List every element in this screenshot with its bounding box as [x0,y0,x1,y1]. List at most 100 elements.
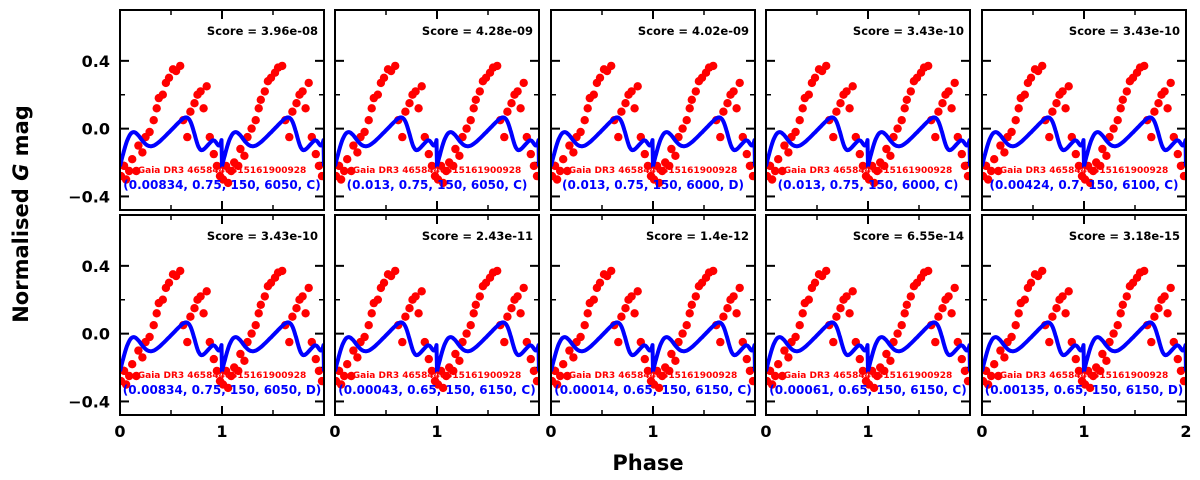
observed-point [1102,356,1111,365]
observed-point [1089,166,1098,176]
star-id-label: Gaia DR3 4658440315161900928 [1000,371,1169,381]
y-tick-label: 0.0 [82,325,110,344]
observed-point [1140,266,1149,276]
star-id-label: Gaia DR3 4658440315161900928 [784,166,953,176]
observed-point [314,366,323,376]
observed-point [630,309,639,318]
observed-point [455,151,464,160]
observed-point [719,312,728,321]
observed-point [1176,161,1185,171]
observed-point [963,376,969,386]
observed-point [1061,309,1070,318]
model-curve [336,115,538,169]
observed-point [503,107,512,116]
observed-point [247,124,256,133]
observed-point [1048,312,1057,321]
observed-point [640,354,649,364]
panel-3: Score = 4.02e-09 Gaia DR3 465844031516190… [550,9,756,211]
observed-point [742,354,751,364]
observed-point [798,309,807,318]
observed-point [934,107,943,116]
observed-point [121,380,131,389]
observed-point [236,144,245,154]
observed-point [196,87,205,96]
observed-point [1160,292,1169,301]
observed-point [950,78,959,88]
observed-point [254,309,263,318]
observed-point [128,155,137,164]
observed-point [845,104,854,113]
observed-point [340,371,349,381]
param-label: (0.00014, 0.65, 150, 6150, C) [554,383,751,397]
observed-point [311,149,320,159]
observed-point [858,161,868,171]
observed-point [886,356,895,365]
observed-point [934,312,943,321]
observed-point [401,107,410,116]
observed-point [417,287,426,296]
observed-point [563,166,572,176]
panel-10: 0 1 2 Score = 3.18e-15 Gaia DR3 465844031516… [976,214,1192,441]
observed-point [292,304,301,313]
plot-area [983,266,1185,393]
observed-point [164,278,174,287]
observed-point [576,127,585,137]
observed-point [1026,278,1036,287]
observed-point [256,95,265,105]
observed-point [414,104,423,113]
observed-point [1113,116,1122,125]
observed-point [471,300,480,309]
observed-point [1147,132,1156,142]
observed-point [364,116,373,125]
observed-point [1061,104,1070,113]
observed-point [614,132,623,142]
panel-4: Score = 3.43e-10 Gaia DR3 465844031516190… [765,9,971,211]
observed-point [569,353,578,362]
observed-point [301,104,310,113]
observed-point [1116,309,1125,318]
observed-point [665,366,674,376]
observed-point [589,295,598,304]
model-curve [121,115,323,169]
observed-point [996,346,1005,355]
observed-point [767,175,777,184]
observed-point [336,380,346,389]
observed-point [1098,349,1107,359]
x-tick-label: 1 [1078,422,1089,441]
observed-point [1163,309,1172,318]
observed-point [336,175,346,184]
observed-point [466,116,475,125]
x-tick-label: 0 [114,422,125,441]
score-label: Score = 3.43e-10 [207,229,318,243]
observed-point [617,312,626,321]
observed-point [552,175,562,184]
star-id-label: Gaia DR3 4658440315161900928 [353,371,522,381]
observed-point [1048,107,1057,116]
observed-point [569,148,578,157]
observed-point [152,104,161,113]
observed-point [469,104,478,113]
observed-point [1116,104,1125,113]
param-label: (0.013, 0.75, 150, 6000, C) [778,178,959,192]
observed-point [202,82,211,91]
observed-point [893,124,902,133]
observed-point [349,141,358,150]
observed-point [451,144,460,154]
param-label: (0.00834, 0.75, 150, 6050, D) [123,383,322,397]
observed-point [507,99,516,108]
observed-point [451,349,460,359]
observed-point [158,295,167,304]
observed-point [519,283,528,293]
observed-point [317,376,323,386]
x-tick-label: 1 [862,422,873,441]
observed-point [1058,292,1067,301]
observed-point [729,87,738,96]
observed-point [1045,337,1054,347]
observed-point [1071,354,1081,364]
observed-point [364,321,373,330]
observed-point [771,371,780,381]
observed-point [209,354,218,364]
observed-point [944,292,953,301]
observed-point [990,360,999,369]
param-label: (0.00135, 0.65, 150, 6150, D) [985,383,1184,397]
